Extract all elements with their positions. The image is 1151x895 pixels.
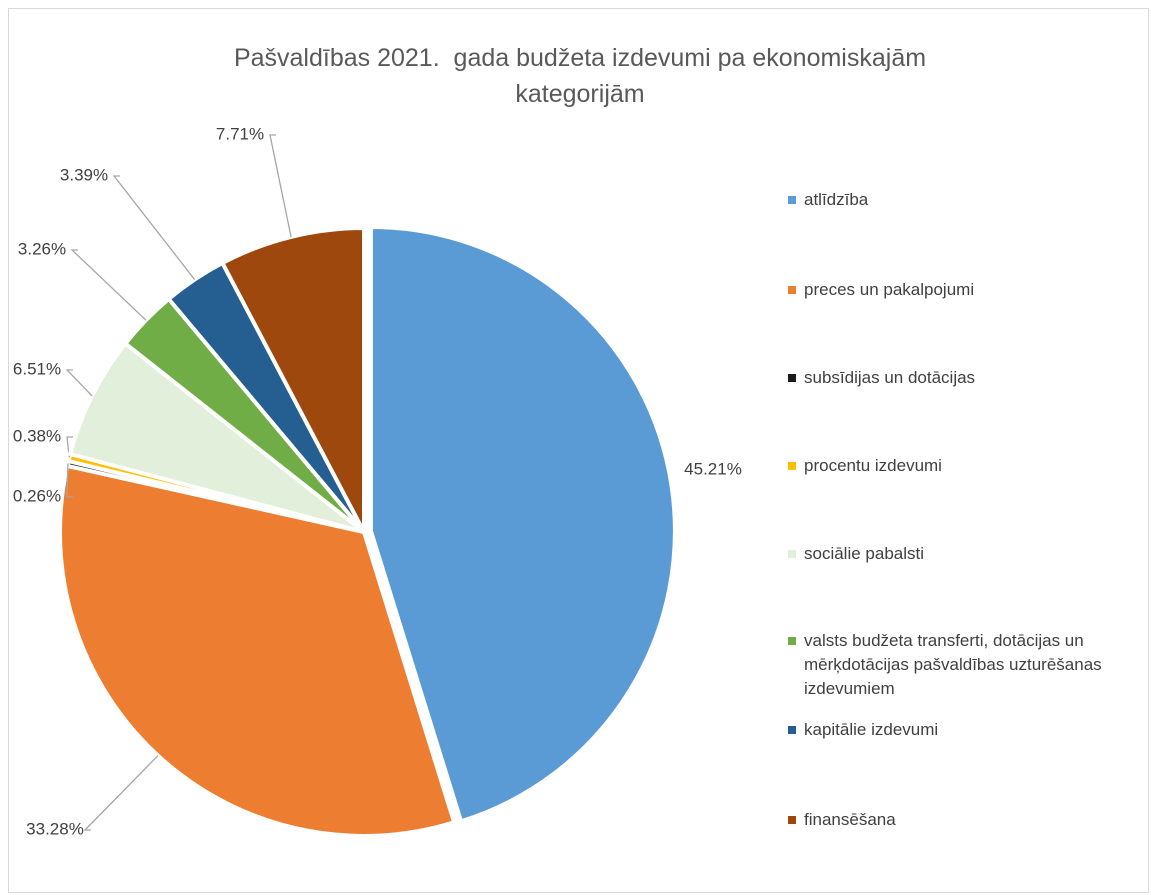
legend-swatch (788, 286, 796, 294)
data-label: 3.26% (18, 239, 66, 258)
legend-item: finansēšana (788, 808, 1138, 832)
chart-frame (8, 8, 1149, 893)
leader-line (66, 463, 73, 498)
data-label: 6.51% (13, 359, 61, 378)
data-label: 45.21% (684, 459, 742, 478)
pie-slice (219, 225, 366, 533)
legend-label: sociālie pabalsti (804, 544, 925, 563)
data-label: 0.26% (13, 486, 61, 505)
legend-swatch (788, 726, 796, 734)
legend-label: subsīdijas un dotācijas (804, 368, 976, 387)
leader-line (65, 369, 93, 397)
legend-item: sociālie pabalsti (788, 542, 1138, 566)
legend-item: subsīdijas un dotācijas (788, 366, 1138, 390)
leader-line (112, 175, 196, 280)
data-label: 33.28% (26, 819, 84, 838)
legend-label: procentu izdevumi (804, 456, 942, 475)
legend-label: atlīdzība (804, 190, 869, 209)
legend-swatch (788, 816, 796, 824)
data-label: 7.71% (216, 124, 264, 143)
legend-item: valsts budžeta transferti, dotācijas un … (788, 629, 1138, 701)
data-label: 3.39% (60, 165, 108, 184)
pie-slice (368, 224, 677, 824)
legend-label: preces un pakalpojumi (804, 280, 975, 299)
legend-label: kapitālie izdevumi (804, 720, 939, 739)
legend-swatch (788, 196, 796, 204)
legend-swatch (788, 637, 796, 645)
legend-item: preces un pakalpojumi (788, 278, 1138, 302)
leader-line (70, 249, 147, 321)
legend-item: atlīdzība (788, 188, 1138, 212)
legend-swatch (788, 462, 796, 470)
legend-item: procentu izdevumi (788, 454, 1138, 478)
legend-label: valsts budžeta transferti, dotācijas un … (804, 631, 1102, 698)
legend-swatch (788, 374, 796, 382)
leader-line (83, 755, 159, 831)
leader-line (269, 134, 292, 238)
chart-title: Pašvaldības 2021. gada budžeta izdevumi … (233, 44, 933, 108)
legend-swatch (788, 550, 796, 558)
legend-item: kapitālie izdevumi (788, 718, 1138, 742)
leader-line (66, 436, 73, 458)
data-label: 0.38% (13, 426, 61, 445)
pie-slice (67, 340, 366, 534)
legend-label: finansēšana (804, 810, 896, 829)
